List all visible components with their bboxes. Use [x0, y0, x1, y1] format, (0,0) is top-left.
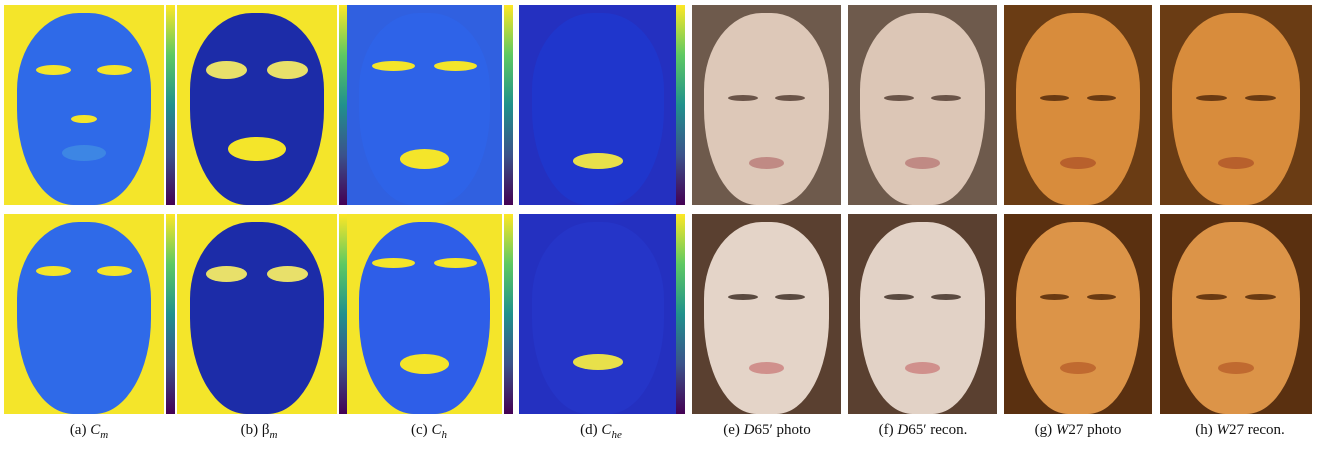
panel-d-bottom [519, 214, 677, 414]
panel-d-top [519, 5, 677, 205]
eye-left [727, 95, 758, 101]
brow-left [36, 266, 72, 276]
face-photo [1172, 222, 1300, 414]
eye-left [883, 294, 914, 300]
brow-right [96, 65, 132, 75]
face-map [189, 13, 325, 205]
eye-right [1245, 95, 1276, 101]
eye-left [1039, 95, 1070, 101]
face-map [359, 222, 490, 414]
face-photo [1015, 222, 1141, 414]
lips [399, 354, 450, 374]
colorbar-d-top [676, 5, 685, 205]
panel-a-top [4, 5, 164, 205]
photo-f-bottom [848, 214, 997, 414]
face-map [359, 13, 490, 205]
caption-c: (c) Ch [411, 422, 447, 441]
photo-g-bottom [1004, 214, 1152, 414]
photo-e-top [692, 5, 841, 205]
photo-h-bottom [1160, 214, 1312, 414]
colorbar-a-bottom [166, 214, 175, 414]
brow-left [371, 61, 416, 71]
colorbar-c-top [504, 5, 513, 205]
brow-right [433, 61, 478, 71]
panel-c-bottom [347, 214, 502, 414]
photo-f-top [848, 5, 997, 205]
caption-d: (d) Che [580, 422, 622, 441]
lips [572, 153, 624, 169]
eye-right [931, 95, 962, 101]
panel-b-bottom [177, 214, 337, 414]
face-map [16, 13, 152, 205]
lips [572, 354, 624, 370]
lips [61, 145, 107, 161]
lips [228, 137, 286, 161]
colorbar-d-bottom [676, 214, 685, 414]
eye-right [1086, 294, 1117, 300]
lips [1217, 157, 1255, 169]
face-map [531, 13, 665, 205]
eye-right [931, 294, 962, 300]
panel-a-bottom [4, 214, 164, 414]
face-photo [1015, 13, 1141, 205]
photo-h-top [1160, 5, 1312, 205]
colorbar-a-top [166, 5, 175, 205]
colorbar-c-bottom [504, 214, 513, 414]
eye-left [1196, 95, 1227, 101]
colorbar-b-bottom [339, 214, 348, 414]
lips [904, 157, 941, 169]
lips [399, 149, 450, 169]
eye-right [775, 95, 806, 101]
nose [71, 115, 97, 123]
eye-left [1196, 294, 1227, 300]
face-map [531, 222, 665, 414]
brow-left [205, 266, 248, 282]
brow-right [96, 266, 132, 276]
panel-b-top [177, 5, 337, 205]
photo-e-bottom [692, 214, 841, 414]
face-photo [703, 13, 830, 205]
face-photo [1172, 13, 1300, 205]
caption-h: (h) W27 recon. [1195, 422, 1285, 438]
face-map [189, 222, 325, 414]
caption-a: (a) Cm [69, 422, 109, 441]
lips [904, 362, 941, 374]
eye-right [775, 294, 806, 300]
face-photo [859, 13, 986, 205]
eye-right [1245, 294, 1276, 300]
eye-left [883, 95, 914, 101]
eye-left [1039, 294, 1070, 300]
colorbar-b-top [339, 5, 348, 205]
caption-b: (b) βm [240, 422, 278, 441]
caption-e: (e) D65′ photo [723, 422, 811, 438]
brow-left [36, 65, 72, 75]
eye-left [727, 294, 758, 300]
photo-g-top [1004, 5, 1152, 205]
face-photo [859, 222, 986, 414]
panel-c-top [347, 5, 502, 205]
caption-g: (g) W27 photo [1034, 422, 1122, 438]
face-map [16, 222, 152, 414]
lips [748, 157, 785, 169]
brow-left [371, 258, 416, 268]
lips [1217, 362, 1255, 374]
caption-f: (f) D65′ recon. [878, 422, 968, 438]
lips [748, 362, 785, 374]
face-photo [703, 222, 830, 414]
brow-right [266, 61, 309, 79]
lips [1060, 362, 1096, 374]
lips [1060, 157, 1096, 169]
brow-right [433, 258, 478, 268]
brow-right [266, 266, 309, 282]
eye-right [1086, 95, 1117, 101]
brow-left [205, 61, 248, 79]
